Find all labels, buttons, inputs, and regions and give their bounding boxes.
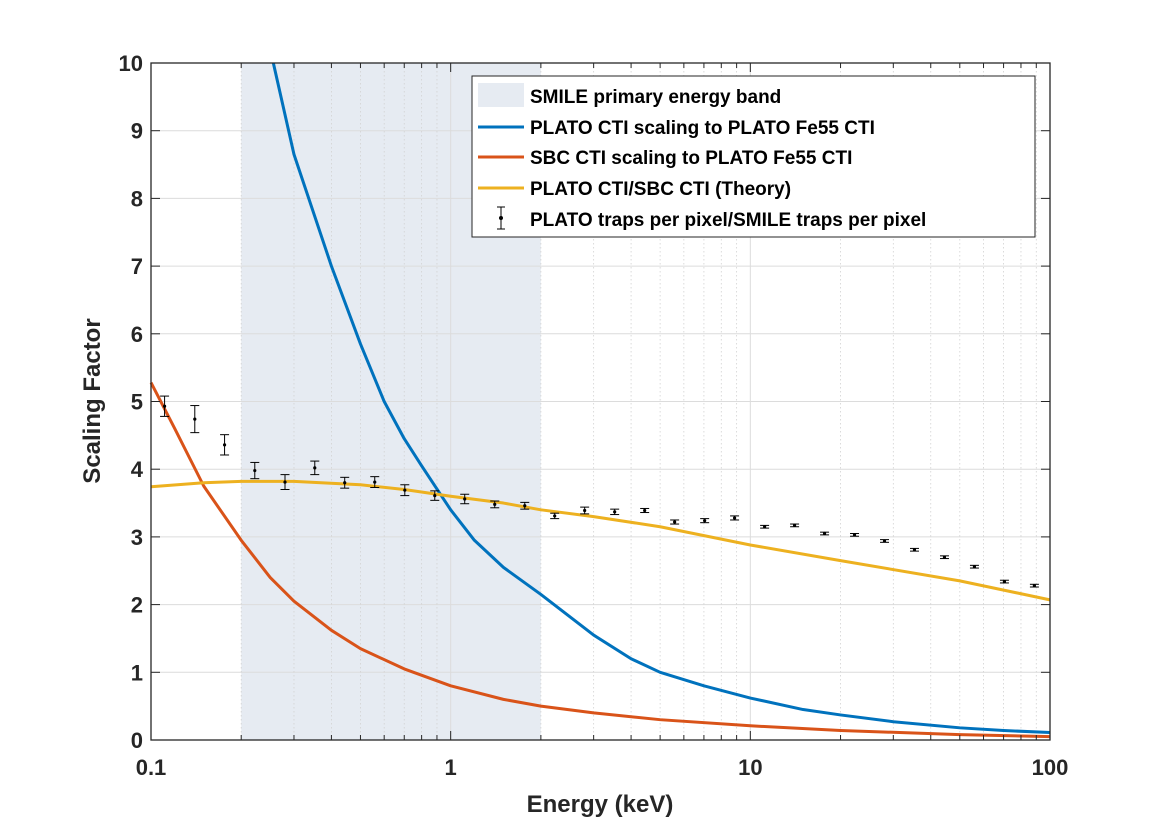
y-tick-label: 10 bbox=[119, 51, 143, 76]
series-lines bbox=[149, 62, 1051, 739]
data-point bbox=[222, 443, 227, 447]
series-line-1 bbox=[149, 381, 1051, 739]
error-bar-point bbox=[909, 547, 919, 552]
error-bar-point bbox=[160, 395, 170, 417]
error-bar-point bbox=[969, 564, 979, 569]
data-point bbox=[643, 508, 647, 513]
data-point bbox=[732, 516, 737, 520]
data-point bbox=[703, 519, 707, 523]
y-tick-label: 7 bbox=[131, 254, 143, 279]
error-bar-point bbox=[730, 515, 740, 521]
error-bar-point bbox=[490, 500, 500, 509]
legend-label-traps-ratio: PLATO traps per pixel/SMILE traps per pi… bbox=[530, 210, 926, 231]
error-bar-point bbox=[370, 476, 380, 488]
y-tick-label: 8 bbox=[131, 186, 143, 211]
y-axis-title: Scaling Factor bbox=[79, 318, 106, 483]
data-point bbox=[792, 523, 797, 527]
legend-label-ratio-theory: PLATO CTI/SBC CTI (Theory) bbox=[530, 179, 791, 200]
data-point bbox=[373, 480, 377, 484]
data-point bbox=[162, 404, 167, 408]
axis-ticks: 0 1 2 3 4 5 6 7 8 9 10 0.1 1 10 100 bbox=[119, 51, 1069, 780]
error-bar-point bbox=[700, 518, 710, 524]
error-bar-point bbox=[850, 533, 860, 537]
error-bar-point bbox=[820, 531, 830, 536]
series-line-2 bbox=[150, 479, 1051, 602]
data-point bbox=[253, 468, 257, 473]
data-point bbox=[822, 531, 827, 536]
error-bar-point bbox=[880, 539, 890, 543]
legend-swatch-traps-ratio bbox=[497, 206, 505, 230]
legend-box bbox=[471, 75, 1036, 238]
data-point bbox=[193, 417, 197, 421]
data-point bbox=[1002, 579, 1007, 584]
legend-swatch-band bbox=[478, 83, 524, 107]
data-point bbox=[283, 480, 287, 484]
data-point bbox=[852, 533, 857, 537]
data-point bbox=[433, 494, 437, 498]
error-bar-point bbox=[1029, 583, 1039, 588]
x-tick-label: 0.1 bbox=[136, 755, 167, 780]
data-point bbox=[1032, 584, 1036, 588]
data-point bbox=[942, 555, 947, 559]
error-bar-point bbox=[670, 519, 680, 525]
data-point bbox=[972, 565, 977, 569]
series-line-0 bbox=[271, 62, 1051, 735]
data-point bbox=[493, 502, 497, 507]
error-bar-point bbox=[760, 524, 770, 529]
error-bar-point bbox=[310, 460, 320, 476]
data-point bbox=[882, 539, 887, 543]
error-bar-point bbox=[460, 493, 470, 505]
error-bar-points bbox=[160, 395, 1039, 588]
y-tick-label: 0 bbox=[131, 728, 143, 753]
error-bar-point bbox=[280, 474, 290, 491]
data-point bbox=[343, 481, 347, 485]
y-tick-label: 1 bbox=[131, 660, 143, 685]
error-bar-point bbox=[400, 484, 410, 497]
data-point bbox=[583, 508, 587, 513]
error-bar-point bbox=[939, 555, 949, 560]
y-tick-label: 4 bbox=[131, 457, 144, 482]
x-tick-label: 100 bbox=[1032, 755, 1069, 780]
legend-label-band: SMILE primary energy band bbox=[530, 87, 781, 108]
error-bar-point bbox=[790, 523, 800, 528]
legend-label-plato-cti: PLATO CTI scaling to PLATO Fe55 CTI bbox=[530, 118, 875, 139]
x-tick-label: 10 bbox=[738, 755, 762, 780]
legend: SMILE primary energy band PLATO CTI scal… bbox=[471, 75, 1036, 238]
error-bar-point bbox=[220, 434, 230, 456]
data-point bbox=[463, 497, 467, 501]
x-tick-label: 1 bbox=[445, 755, 457, 780]
y-tick-label: 9 bbox=[131, 119, 143, 144]
data-point bbox=[553, 514, 557, 518]
error-bar-point bbox=[520, 501, 530, 510]
data-point bbox=[912, 548, 917, 552]
error-bar-point bbox=[580, 506, 590, 515]
y-tick-label: 2 bbox=[131, 593, 143, 618]
data-point bbox=[313, 466, 317, 470]
data-point bbox=[613, 510, 617, 514]
error-bar-point bbox=[190, 405, 200, 434]
error-bar-point bbox=[430, 490, 440, 501]
error-bar-point bbox=[610, 508, 620, 516]
error-bar-point bbox=[250, 461, 260, 480]
error-bar-point bbox=[640, 507, 650, 514]
error-bar-point bbox=[999, 579, 1009, 584]
legend-label-sbc-cti: SBC CTI scaling to PLATO Fe55 CTI bbox=[530, 148, 852, 169]
data-point bbox=[523, 504, 527, 508]
error-bar-point bbox=[340, 476, 350, 489]
y-tick-label: 6 bbox=[131, 322, 143, 347]
data-point bbox=[673, 520, 677, 524]
y-tick-label: 3 bbox=[131, 525, 143, 550]
data-point bbox=[763, 525, 767, 529]
data-point bbox=[403, 488, 407, 492]
x-axis-title: Energy (keV) bbox=[527, 791, 674, 818]
error-bar-point bbox=[550, 512, 560, 520]
y-tick-label: 5 bbox=[131, 390, 143, 415]
